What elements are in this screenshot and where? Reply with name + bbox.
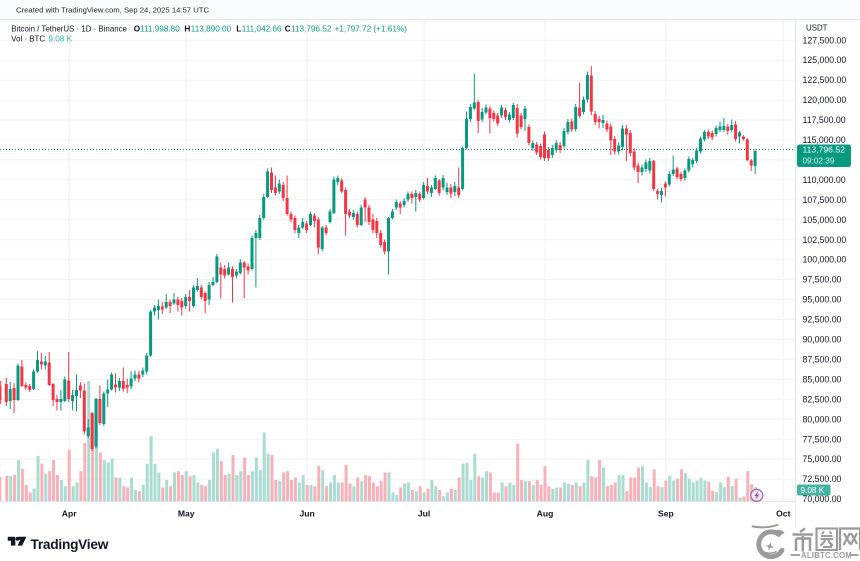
svg-text:95,000.00: 95,000.00 bbox=[803, 295, 842, 305]
svg-text:Jul: Jul bbox=[418, 509, 430, 519]
svg-text:100,000.00: 100,000.00 bbox=[803, 255, 847, 265]
svg-text:Created with TradingView.com,: Created with TradingView.com, Sep 24, 20… bbox=[16, 6, 209, 15]
svg-text:85,000.00: 85,000.00 bbox=[803, 374, 842, 384]
svg-text:75,000.00: 75,000.00 bbox=[803, 454, 842, 464]
svg-text:C: C bbox=[285, 25, 291, 34]
svg-text:115,000.00: 115,000.00 bbox=[803, 135, 846, 145]
svg-text:122,500.00: 122,500.00 bbox=[803, 75, 847, 85]
svg-text:O: O bbox=[134, 25, 141, 34]
svg-text:87,500.00: 87,500.00 bbox=[803, 354, 842, 364]
svg-text:120,000.00: 120,000.00 bbox=[803, 95, 847, 105]
svg-text:Aug: Aug bbox=[537, 509, 554, 519]
svg-text:107,500.00: 107,500.00 bbox=[803, 195, 847, 205]
svg-text:H: H bbox=[184, 25, 190, 34]
svg-text:111,042.66: 111,042.66 bbox=[242, 25, 282, 34]
svg-text:Sep: Sep bbox=[658, 509, 674, 519]
svg-text:70,000.00: 70,000.00 bbox=[803, 494, 842, 504]
svg-text:Oct: Oct bbox=[776, 509, 790, 519]
svg-text:Bitcoin / TetherUS · 1D · Bina: Bitcoin / TetherUS · 1D · Binance bbox=[11, 25, 127, 34]
svg-text:92,500.00: 92,500.00 bbox=[803, 315, 842, 325]
svg-text:09:02:39: 09:02:39 bbox=[803, 157, 835, 166]
svg-text:113,796.52: 113,796.52 bbox=[291, 25, 332, 34]
svg-text:102,500.00: 102,500.00 bbox=[803, 235, 847, 245]
svg-text:80,000.00: 80,000.00 bbox=[803, 414, 842, 424]
svg-text:82,500.00: 82,500.00 bbox=[803, 394, 842, 404]
svg-text:Vol · BTC: Vol · BTC bbox=[11, 35, 45, 44]
svg-text:113,890.00: 113,890.00 bbox=[191, 25, 232, 34]
svg-text:72,500.00: 72,500.00 bbox=[803, 474, 842, 484]
svg-text:Jun: Jun bbox=[299, 509, 314, 519]
svg-text:May: May bbox=[178, 509, 195, 519]
svg-text:9.08 K: 9.08 K bbox=[48, 35, 72, 44]
svg-text:9.08 K: 9.08 K bbox=[801, 486, 825, 495]
svg-text:97,500.00: 97,500.00 bbox=[803, 275, 842, 285]
svg-text:ALIBTC.COM: ALIBTC.COM bbox=[801, 551, 852, 560]
svg-text:Apr: Apr bbox=[62, 509, 77, 519]
svg-text:90,000.00: 90,000.00 bbox=[803, 335, 842, 345]
svg-text:113,796.52: 113,796.52 bbox=[803, 145, 846, 155]
svg-text:125,000.00: 125,000.00 bbox=[803, 55, 847, 65]
svg-text:+1,797.72 (+1.61%): +1,797.72 (+1.61%) bbox=[335, 25, 408, 34]
svg-text:105,000.00: 105,000.00 bbox=[803, 215, 847, 225]
svg-text:L: L bbox=[236, 25, 241, 34]
svg-text:111,998.80: 111,998.80 bbox=[140, 25, 180, 34]
svg-text:117,500.00: 117,500.00 bbox=[803, 115, 846, 125]
svg-text:127,500.00: 127,500.00 bbox=[803, 35, 847, 45]
svg-text:TradingView: TradingView bbox=[31, 537, 109, 552]
svg-text:110,000.00: 110,000.00 bbox=[803, 175, 846, 185]
svg-text:77,500.00: 77,500.00 bbox=[803, 434, 842, 444]
svg-text:USDT: USDT bbox=[806, 24, 828, 33]
